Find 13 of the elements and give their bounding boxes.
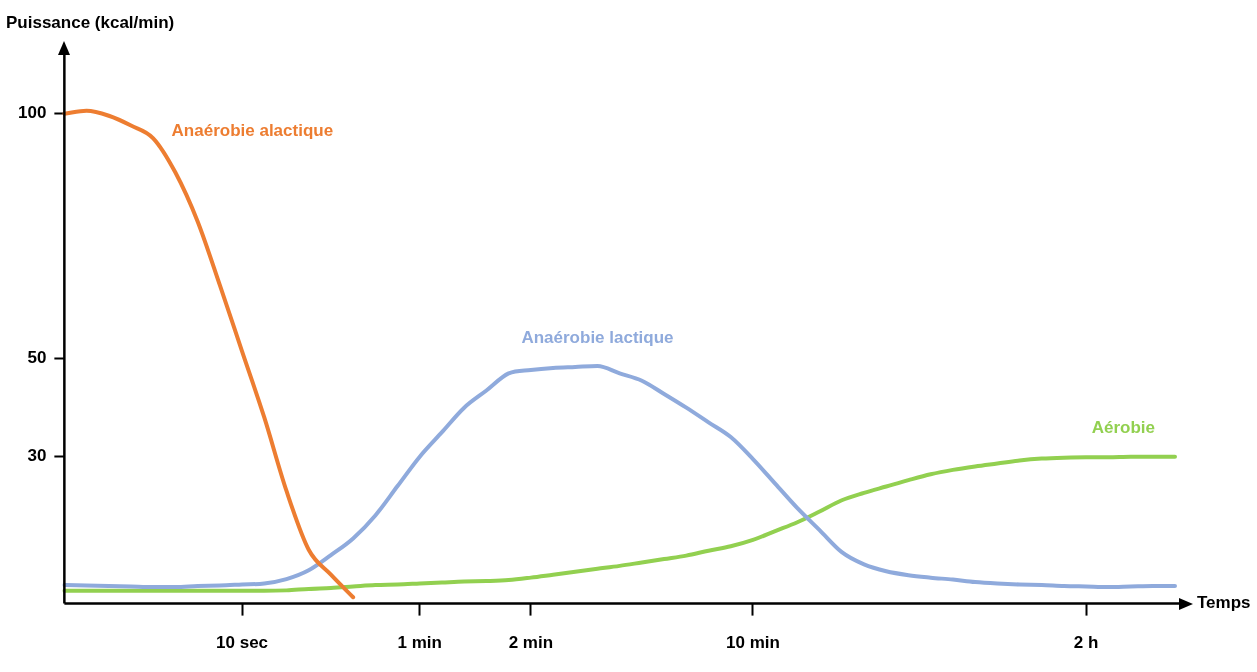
x-tick-label: 1 min <box>397 633 442 653</box>
series-label: Anaérobie lactique <box>521 327 674 347</box>
x-tick-label: 10 min <box>726 633 780 653</box>
x-tick-label: 10 sec <box>216 633 269 653</box>
x-axis-title: Temps <box>1197 593 1251 613</box>
x-tick-label: 2 h <box>1073 633 1099 653</box>
x-tick-label: 2 min <box>508 633 554 653</box>
series-label: Aérobie <box>1091 418 1155 438</box>
y-tick-label: 30 <box>27 446 47 466</box>
series-label: Anaérobie alactique <box>171 120 334 140</box>
y-tick-label: 50 <box>27 348 47 368</box>
y-tick-label: 100 <box>17 103 47 123</box>
y-axis-title: Puissance (kcal/min) <box>6 12 175 32</box>
